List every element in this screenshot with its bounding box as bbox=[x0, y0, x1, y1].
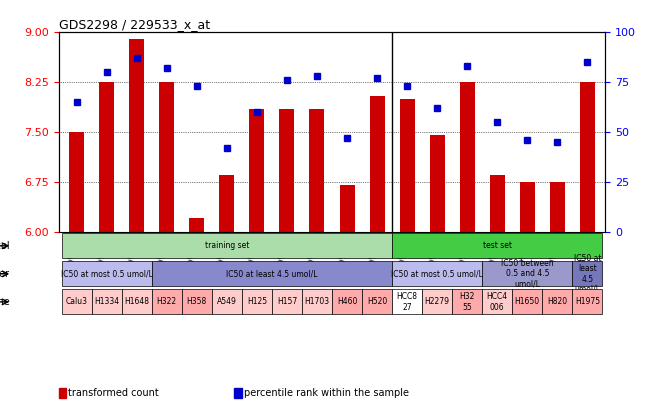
FancyBboxPatch shape bbox=[572, 261, 602, 286]
Text: test set: test set bbox=[483, 241, 512, 250]
Bar bbox=[279, 109, 294, 232]
Text: H2279: H2279 bbox=[424, 297, 450, 306]
Bar bbox=[550, 182, 565, 232]
Bar bbox=[400, 99, 415, 232]
Text: transformed count: transformed count bbox=[68, 388, 159, 398]
FancyBboxPatch shape bbox=[332, 289, 362, 315]
Text: H1334: H1334 bbox=[94, 297, 119, 306]
Bar bbox=[460, 82, 475, 232]
FancyBboxPatch shape bbox=[212, 289, 242, 315]
Bar bbox=[309, 109, 324, 232]
Text: H820: H820 bbox=[547, 297, 568, 306]
Bar bbox=[219, 175, 234, 232]
FancyBboxPatch shape bbox=[122, 289, 152, 315]
FancyBboxPatch shape bbox=[92, 289, 122, 315]
Text: IC50 at most 0.5 umol/L: IC50 at most 0.5 umol/L bbox=[391, 269, 483, 278]
Bar bbox=[99, 82, 114, 232]
Bar bbox=[580, 82, 595, 232]
Text: H322: H322 bbox=[157, 297, 177, 306]
Text: H1650: H1650 bbox=[515, 297, 540, 306]
Text: H32
55: H32 55 bbox=[460, 292, 475, 311]
FancyBboxPatch shape bbox=[422, 289, 452, 315]
Text: H157: H157 bbox=[277, 297, 297, 306]
FancyBboxPatch shape bbox=[62, 289, 92, 315]
FancyBboxPatch shape bbox=[302, 289, 332, 315]
Text: IC50 between
0.5 and 4.5
umol/L: IC50 between 0.5 and 4.5 umol/L bbox=[501, 259, 553, 289]
Bar bbox=[129, 39, 145, 232]
Bar bbox=[69, 132, 84, 232]
FancyBboxPatch shape bbox=[272, 289, 302, 315]
Text: HCC8
27: HCC8 27 bbox=[396, 292, 418, 311]
Bar bbox=[159, 82, 174, 232]
Text: H1975: H1975 bbox=[575, 297, 600, 306]
Text: other: other bbox=[0, 269, 9, 279]
Bar bbox=[430, 135, 445, 232]
Text: H1703: H1703 bbox=[305, 297, 329, 306]
FancyBboxPatch shape bbox=[152, 289, 182, 315]
FancyBboxPatch shape bbox=[542, 289, 572, 315]
FancyBboxPatch shape bbox=[182, 289, 212, 315]
FancyBboxPatch shape bbox=[452, 289, 482, 315]
FancyBboxPatch shape bbox=[572, 289, 602, 315]
Text: H460: H460 bbox=[337, 297, 357, 306]
Text: H125: H125 bbox=[247, 297, 267, 306]
FancyBboxPatch shape bbox=[392, 289, 422, 315]
Text: percentile rank within the sample: percentile rank within the sample bbox=[244, 388, 409, 398]
Text: H358: H358 bbox=[187, 297, 207, 306]
Text: Calu3: Calu3 bbox=[66, 297, 88, 306]
Text: GDS2298 / 229533_x_at: GDS2298 / 229533_x_at bbox=[59, 18, 210, 31]
Text: H520: H520 bbox=[367, 297, 387, 306]
FancyBboxPatch shape bbox=[242, 289, 272, 315]
Bar bbox=[340, 185, 355, 232]
Text: protocol: protocol bbox=[0, 241, 9, 251]
Text: IC50 at
least
4.5
umol/L: IC50 at least 4.5 umol/L bbox=[574, 254, 601, 294]
FancyBboxPatch shape bbox=[62, 233, 392, 258]
FancyBboxPatch shape bbox=[512, 289, 542, 315]
Text: training set: training set bbox=[204, 241, 249, 250]
FancyBboxPatch shape bbox=[62, 261, 152, 286]
FancyBboxPatch shape bbox=[362, 289, 392, 315]
FancyBboxPatch shape bbox=[482, 261, 572, 286]
Bar bbox=[490, 175, 505, 232]
Bar bbox=[249, 109, 264, 232]
FancyBboxPatch shape bbox=[392, 261, 482, 286]
Text: IC50 at most 0.5 umol/L: IC50 at most 0.5 umol/L bbox=[61, 269, 152, 278]
Bar bbox=[519, 182, 535, 232]
Text: IC50 at least 4.5 umol/L: IC50 at least 4.5 umol/L bbox=[226, 269, 318, 278]
FancyBboxPatch shape bbox=[482, 289, 512, 315]
Text: HCC4
006: HCC4 006 bbox=[487, 292, 508, 311]
Text: H1648: H1648 bbox=[124, 297, 149, 306]
FancyBboxPatch shape bbox=[152, 261, 392, 286]
Bar bbox=[189, 218, 204, 232]
FancyBboxPatch shape bbox=[392, 233, 602, 258]
Text: cell line: cell line bbox=[0, 297, 9, 307]
Bar bbox=[370, 96, 385, 232]
Text: A549: A549 bbox=[217, 297, 237, 306]
